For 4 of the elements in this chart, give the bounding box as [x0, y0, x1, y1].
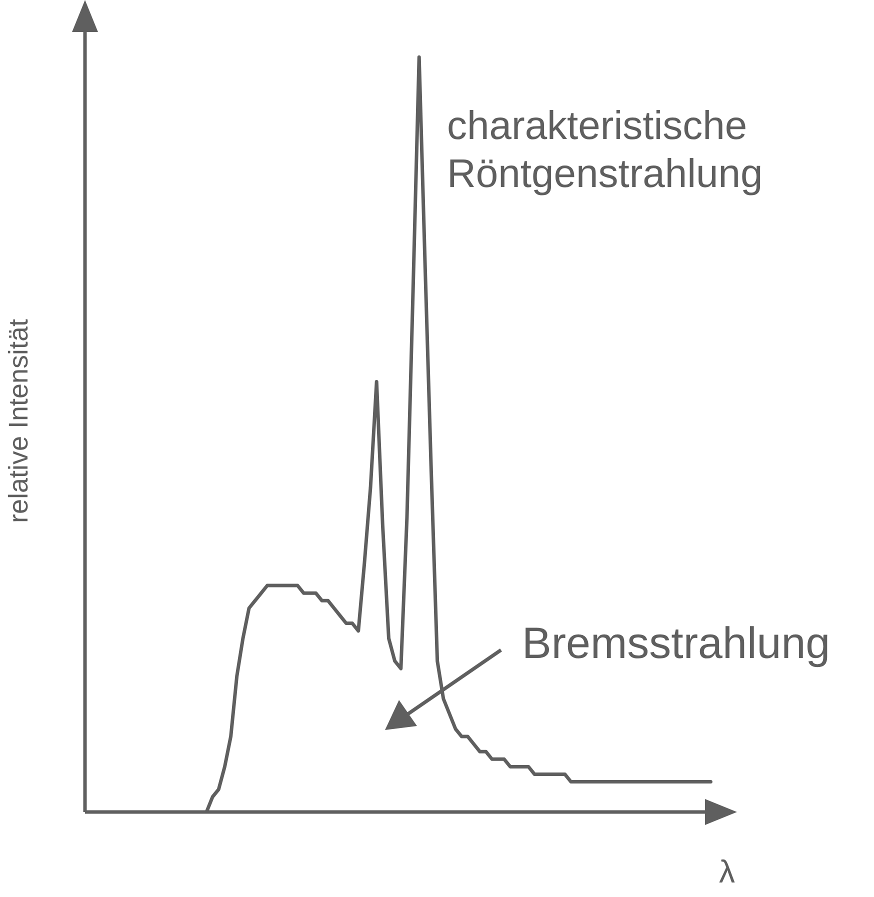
y-axis-title: relative Intensität: [4, 318, 34, 524]
annotation: charakteristische Röntgenstrahlung: [447, 103, 764, 198]
annotation: Bremsstrahlung: [522, 618, 832, 670]
x-axis-title: λ: [719, 854, 735, 890]
